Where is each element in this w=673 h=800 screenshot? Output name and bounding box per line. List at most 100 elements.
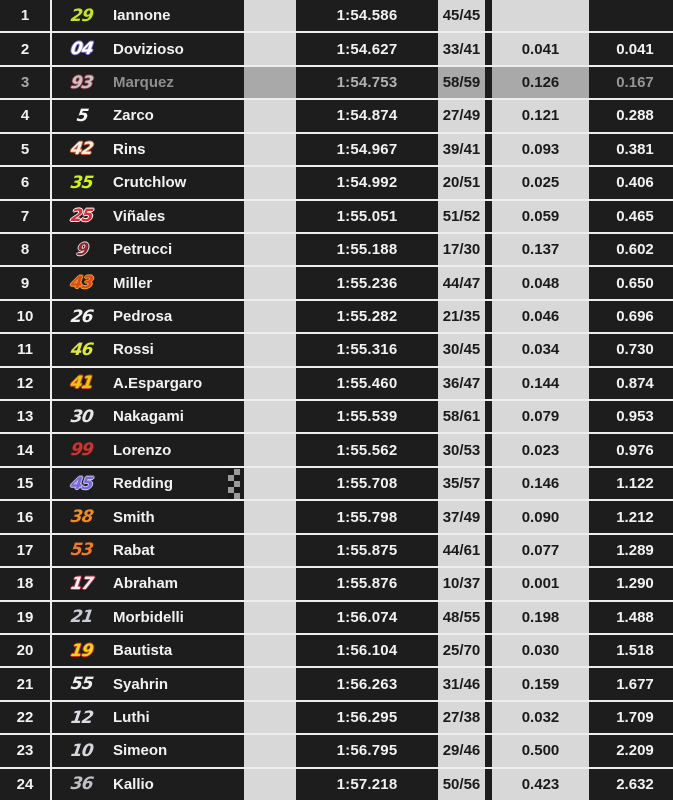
rider-name-cell: Abraham [113,575,179,593]
column-spacer [485,702,492,733]
column-spacer [485,401,492,432]
rider-number: 04 [69,39,95,60]
table-row[interactable]: 11 46 Rossi 1:55.316 30/45 0.034 0.730 [0,334,673,368]
team-color-cell [242,133,298,166]
column-spacer [485,568,492,599]
gap-leader-cell: 2.209 [589,735,673,767]
best-time-cell: 1:56.263 [336,675,398,693]
table-row[interactable]: 24 36 Kallio 1:57.218 50/56 0.423 2.632 [0,768,673,800]
team-color-cell [242,267,298,299]
best-time-cell: 1:55.562 [336,441,398,459]
table-row[interactable]: 17 53 Rabat 1:55.875 44/61 0.077 1.289 [0,534,673,569]
gap-leader-cell: 1.122 [589,467,673,500]
column-spacer [485,501,492,532]
position-cell: 17 [0,534,52,567]
table-row[interactable]: 12 41 A.Espargaro 1:55.460 36/47 0.144 0.874 [0,367,673,402]
laps-cell: 44/61 [436,534,485,567]
table-row[interactable]: 23 10 Simeon 1:56.795 29/46 0.500 2.209 [0,735,673,769]
laps-cell: 39/41 [436,133,485,166]
best-time-cell: 1:55.708 [336,475,398,493]
position-cell: 19 [0,601,52,634]
rider-number-cell: 35 [52,167,112,198]
rider-number-cell: 93 [52,67,112,98]
gap-leader-cell: 0.953 [589,401,673,433]
rider-name-cell: Smith [113,508,155,526]
table-row[interactable]: 2 04 Dovizioso 1:54.627 33/41 0.041 0.041 [0,33,673,67]
rider-number-cell: 36 [52,769,112,800]
position-cell: 7 [0,200,52,232]
position-cell: 14 [0,434,52,466]
rider-number-cell: 17 [52,568,112,599]
rider-number-cell: 25 [52,201,112,232]
table-row[interactable]: 10 26 Pedrosa 1:55.282 21/35 0.046 0.696 [0,300,673,335]
table-row[interactable]: 7 25 Viñales 1:55.051 51/52 0.059 0.465 [0,200,673,234]
rider-name-cell: Miller [113,274,153,292]
best-time-cell: 1:55.875 [336,541,398,559]
rider-name-cell: Rossi [113,341,154,359]
column-spacer [485,134,492,165]
position-cell: 5 [0,133,52,166]
laps-cell: 48/55 [436,601,485,634]
table-row[interactable]: 9 43 Miller 1:55.236 44/47 0.048 0.650 [0,267,673,301]
gap-leader-cell: 0.976 [589,434,673,466]
table-row[interactable]: 5 42 Rins 1:54.967 39/41 0.093 0.381 [0,133,673,168]
laps-cell: 21/35 [436,300,485,333]
team-color-cell [242,233,298,266]
table-row[interactable]: 19 21 Morbidelli 1:56.074 48/55 0.198 1.488 [0,601,673,636]
column-spacer [485,267,492,298]
gap-leader-cell: 0.730 [589,334,673,366]
rider-name-cell: Viñales [113,207,166,225]
gap-leader-cell: 1.488 [589,601,673,634]
gap-previous-cell: 0.126 [492,66,589,99]
team-color-cell [242,735,298,767]
table-row[interactable]: 4 5 Zarco 1:54.874 27/49 0.121 0.288 [0,100,673,134]
table-row[interactable]: 1 29 Iannone 1:54.586 45/45 [0,0,673,34]
table-row[interactable]: 6 35 Crutchlow 1:54.992 20/51 0.025 0.406 [0,167,673,201]
table-row[interactable]: 3 93 Marquez 1:54.753 58/59 0.126 0.167 [0,66,673,101]
laps-cell: 58/59 [436,66,485,99]
gap-leader-cell: 0.381 [589,133,673,166]
rider-number: 53 [69,540,95,561]
table-row[interactable]: 8 9 Petrucci 1:55.188 17/30 0.137 0.602 [0,233,673,268]
rider-number-cell: 04 [52,33,112,64]
rider-number-cell: 53 [52,535,112,566]
rider-name-cell: Rabat [113,541,155,559]
team-color-cell [242,300,298,333]
gap-previous-cell: 0.159 [492,668,589,700]
team-color-cell [242,367,298,400]
table-row[interactable]: 13 30 Nakagami 1:55.539 58/61 0.079 0.953 [0,401,673,435]
position-cell: 13 [0,401,52,433]
position-cell: 9 [0,267,52,299]
best-time-cell: 1:55.316 [336,341,398,359]
rider-name-cell: Kallio [113,775,154,793]
best-time-cell: 1:55.282 [336,308,398,325]
gap-previous-cell: 0.048 [492,267,589,299]
table-row[interactable]: 16 38 Smith 1:55.798 37/49 0.090 1.212 [0,501,673,535]
column-spacer [485,602,492,633]
table-row[interactable]: 15 45 Redding 1:55.708 35/57 0.146 1.122 [0,467,673,502]
rider-name-cell: Crutchlow [113,174,187,192]
table-row[interactable]: 18 17 Abraham 1:55.876 10/37 0.001 1.290 [0,568,673,602]
laps-cell: 29/46 [436,735,485,767]
gap-previous-cell: 0.198 [492,601,589,634]
rider-number: 93 [69,72,95,93]
gap-previous-cell: 0.146 [492,467,589,500]
table-row[interactable]: 20 19 Bautista 1:56.104 25/70 0.030 1.518 [0,635,673,669]
table-row[interactable]: 21 55 Syahrin 1:56.263 31/46 0.159 1.677 [0,668,673,702]
table-row[interactable]: 22 12 Luthi 1:56.295 27/38 0.032 1.709 [0,701,673,736]
table-row[interactable]: 14 99 Lorenzo 1:55.562 30/53 0.023 0.976 [0,434,673,468]
team-color-cell [242,334,298,366]
gap-leader-cell: 2.632 [589,768,673,800]
laps-cell: 37/49 [436,501,485,533]
team-color-cell [242,66,298,99]
rider-name-cell: Rins [113,140,146,158]
laps-cell: 20/51 [436,167,485,199]
rider-name-cell: Dovizioso [113,40,184,58]
position-cell: 4 [0,100,52,132]
gap-previous-cell: 0.423 [492,768,589,800]
rider-number: 46 [69,339,95,360]
team-color-cell [242,668,298,700]
column-spacer [485,769,492,800]
